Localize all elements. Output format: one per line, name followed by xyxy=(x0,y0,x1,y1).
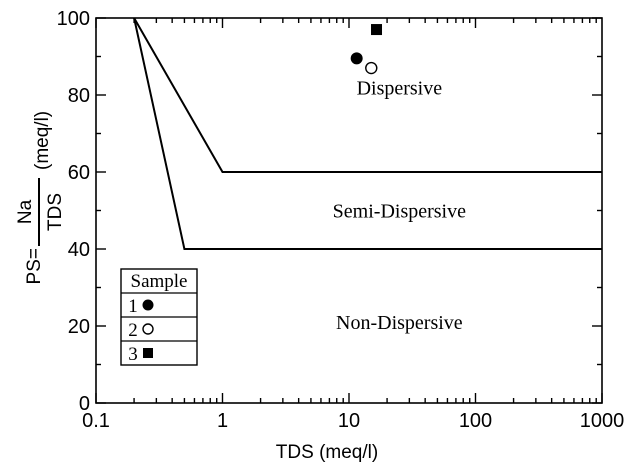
legend-label-sample-1: 1 xyxy=(128,296,138,317)
axes-layer: 0.1 1 10 100 1000 0 20 40 60 80 100 xyxy=(57,8,625,432)
region-label-dispersive: Dispersive xyxy=(357,77,443,99)
region-label-non-dispersive: Non-Dispersive xyxy=(336,312,463,334)
legend-marker-sample-2 xyxy=(142,323,154,335)
boundary-line-2 xyxy=(133,17,602,250)
y-axis-title-unit: (meq/l) xyxy=(32,111,53,170)
y-axis-title: PS= Na TDS (meq/l) xyxy=(15,111,66,285)
legend-label-sample-2: 2 xyxy=(128,320,138,341)
x-tick-label: 1000 xyxy=(580,410,625,432)
legend-marker-sample-3 xyxy=(143,348,153,358)
x-tick-label: 0.1 xyxy=(82,410,110,432)
y-axis-title-numerator: Na xyxy=(15,199,36,224)
y-tick-label: 100 xyxy=(57,8,90,30)
data-point-sample-3 xyxy=(371,24,383,36)
x-tick-label: 1 xyxy=(217,410,228,432)
y-tick-label: 80 xyxy=(68,85,90,107)
data-point-sample-2 xyxy=(365,61,378,75)
y-tick-label: 60 xyxy=(68,162,90,184)
y-tick-label: 40 xyxy=(68,239,90,261)
legend-label-sample-3: 3 xyxy=(128,344,138,365)
y-axis-title-denominator: TDS xyxy=(45,193,66,231)
y-tick-label: 20 xyxy=(68,316,90,338)
boundary-line-1 xyxy=(133,17,602,173)
y-axis-title-prefix: PS= xyxy=(24,248,45,284)
x-tick-label: 10 xyxy=(338,410,360,432)
plot-layer: Dispersive Semi-Dispersive Non-Dispersive xyxy=(133,17,602,334)
x-axis-title: TDS (meq/l) xyxy=(276,442,378,463)
y-tick-label: 0 xyxy=(79,393,90,415)
data-point-sample-1 xyxy=(350,52,363,65)
x-tick-label: 100 xyxy=(459,410,492,432)
legend: Sample 1 2 3 xyxy=(120,268,198,366)
legend-marker-sample-1 xyxy=(142,299,154,311)
region-label-semi-dispersive: Semi-Dispersive xyxy=(333,201,466,223)
legend-title: Sample xyxy=(131,271,188,292)
